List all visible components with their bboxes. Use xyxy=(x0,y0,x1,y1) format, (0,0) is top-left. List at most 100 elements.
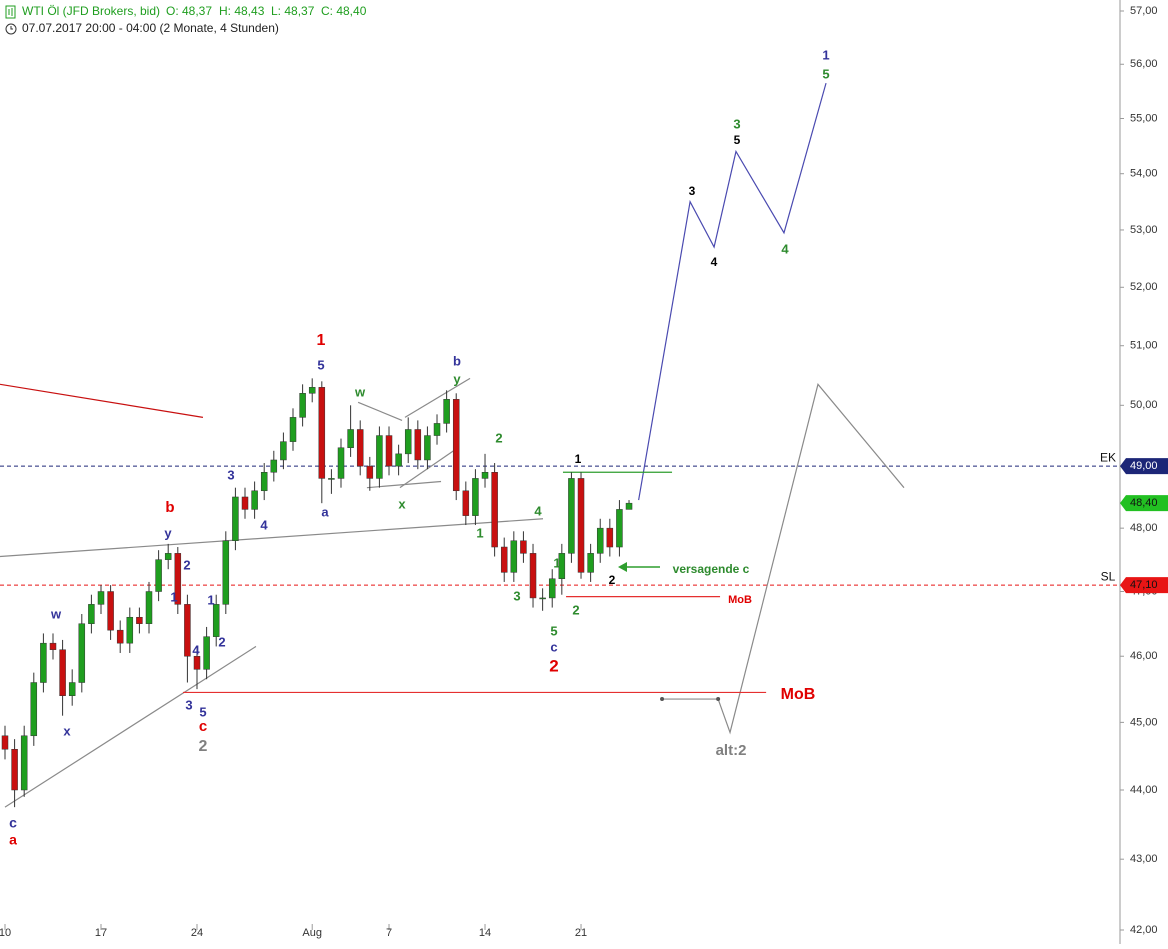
wave-label: 5 xyxy=(822,66,829,81)
x-tick-label: 24 xyxy=(191,927,203,939)
ohlc-close: C: 48,40 xyxy=(321,4,367,18)
candle-body xyxy=(443,399,450,424)
wave-label: 3 xyxy=(733,116,740,131)
candle-body xyxy=(404,429,412,455)
wave-label: 2 xyxy=(183,557,190,572)
candle-body xyxy=(126,616,134,644)
candle-body xyxy=(500,546,508,573)
arrow-head xyxy=(618,562,627,572)
price-badge-label: 49,00 xyxy=(1130,460,1158,472)
ohlc-high: H: 48,43 xyxy=(219,4,265,18)
wave-label: a xyxy=(321,504,329,519)
y-tick-label: 51,00 xyxy=(1130,340,1158,352)
candle-body xyxy=(59,649,66,696)
wave-label: 1 xyxy=(207,592,214,607)
wave-label: MoB xyxy=(728,594,752,606)
y-tick-label: 42,00 xyxy=(1130,924,1158,936)
ohlc-open: O: 48,37 xyxy=(166,4,212,18)
candle-body xyxy=(116,629,124,644)
arrow xyxy=(618,562,660,572)
candle-body xyxy=(356,429,364,467)
candle-body xyxy=(596,527,604,554)
candle-body xyxy=(212,604,220,637)
chart-subtitle: 07.07.2017 20:00 - 04:00 (2 Monate, 4 St… xyxy=(22,21,279,35)
candle-body xyxy=(136,616,143,624)
wave-label: c xyxy=(9,815,17,831)
candle-body xyxy=(88,604,95,624)
candle-body xyxy=(203,636,210,670)
wave-label: w xyxy=(354,384,366,399)
wave-label: w xyxy=(50,606,62,621)
candle-body xyxy=(174,553,182,605)
y-tick-label: 46,00 xyxy=(1130,650,1158,662)
level-tag: EK xyxy=(1100,450,1116,464)
wave-label: 3 xyxy=(689,184,696,198)
candle-body xyxy=(20,735,28,791)
wave-line xyxy=(638,82,827,501)
x-tick-label: 10 xyxy=(0,927,11,939)
candle-body xyxy=(241,496,249,510)
x-tick-label: 17 xyxy=(95,927,107,939)
y-tick-label: 44,00 xyxy=(1130,784,1158,796)
level-tag: SL xyxy=(1101,569,1116,583)
wave-label: 1 xyxy=(317,332,326,349)
wave-label: 2 xyxy=(609,573,616,587)
price-badge xyxy=(1120,495,1168,512)
wave-label: 2 xyxy=(218,634,225,649)
candle-body xyxy=(452,399,460,492)
candle-body xyxy=(472,478,479,516)
wave-label: 4 xyxy=(711,255,718,269)
x-tick-label: 14 xyxy=(479,927,491,939)
price-badge xyxy=(1120,577,1168,594)
candle-body xyxy=(164,553,172,560)
wave-label: 2 xyxy=(199,738,208,755)
candle-body xyxy=(385,435,393,467)
wave-label: b xyxy=(453,353,461,368)
candle-body xyxy=(155,559,162,592)
candle-body xyxy=(616,509,623,548)
clock-hands xyxy=(10,26,13,30)
candle-body xyxy=(222,540,230,605)
chart-title: WTI Öl (JFD Brokers, bid) xyxy=(22,4,160,18)
wave-point xyxy=(716,697,721,702)
candle-body xyxy=(577,478,585,573)
wave-label: versagende c xyxy=(673,562,750,576)
plot-area: 42,0043,0044,0045,0046,0047,0048,0049,00… xyxy=(0,5,1168,939)
wave-label: 2 xyxy=(572,602,579,617)
wave-label: alt:2 xyxy=(716,742,747,759)
wave-label: 4 xyxy=(534,503,542,518)
wave-label: 3 xyxy=(513,588,520,603)
candle-body xyxy=(78,623,86,683)
candle-body xyxy=(587,553,594,573)
y-tick-label: 56,00 xyxy=(1130,58,1158,70)
wave-label: 5 xyxy=(734,133,741,147)
wave-label: 1 xyxy=(476,525,483,540)
price-badge xyxy=(1120,458,1168,475)
candle-body xyxy=(529,553,537,599)
candle-body xyxy=(145,591,153,624)
wave-label: 4 xyxy=(781,241,789,256)
candle-body xyxy=(337,447,345,479)
wave-label: MoB xyxy=(781,686,816,703)
candle-body xyxy=(30,682,38,737)
wave-line xyxy=(404,377,471,418)
wave-line xyxy=(357,401,403,421)
candle-body xyxy=(539,597,546,600)
candle-body xyxy=(328,478,335,480)
wave-line xyxy=(399,447,459,489)
wave-line xyxy=(4,645,257,808)
y-tick-label: 53,00 xyxy=(1130,224,1158,236)
candle-body xyxy=(347,429,354,448)
candle-body xyxy=(68,682,76,696)
candle-body xyxy=(184,604,191,657)
wave-label: 3 xyxy=(227,467,234,482)
candle-body xyxy=(433,423,441,436)
candle-body xyxy=(97,591,105,605)
wave-line xyxy=(0,518,544,558)
wave-label: 4 xyxy=(192,642,200,657)
y-tick-label: 52,00 xyxy=(1130,281,1158,293)
wave-label: 3 xyxy=(185,697,192,712)
wave-label: 1 xyxy=(553,555,560,570)
candle-body xyxy=(107,591,114,631)
